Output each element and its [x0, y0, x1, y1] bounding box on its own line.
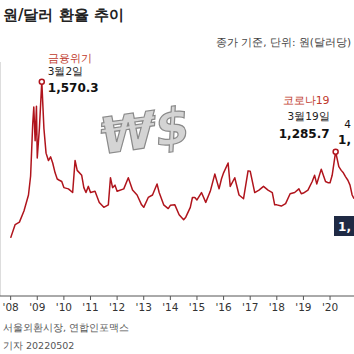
annotation-title: 코로나19: [283, 94, 330, 107]
x-tick: [170, 296, 171, 300]
plot-area: [11, 79, 354, 238]
edge-text: 1,: [338, 133, 351, 147]
subtitle: 종가 기준, 단위: 원(달러당): [216, 36, 351, 48]
annotation-date: 3월19일: [288, 110, 330, 122]
x-tick: [330, 296, 331, 300]
annotation-title: 금융위기: [48, 52, 92, 65]
x-tick: [117, 296, 118, 300]
rate-line: [11, 82, 354, 238]
x-tick: [303, 296, 304, 300]
annotation-date: 3월2일: [48, 65, 83, 77]
y-axis-line: [0, 62, 1, 296]
source: 서울외환시장, 연합인포맥스: [3, 322, 129, 333]
x-tick: [63, 296, 64, 300]
chart: 원/달러 환율 추이종가 기준, 단위: 원(달러당) ₩$ '08 '09 '10 '1…: [0, 0, 354, 354]
edge-text: 4: [344, 118, 351, 130]
credit: 기자 20220502: [3, 340, 74, 351]
annotation-value: 1,285.7: [279, 127, 330, 141]
x-tick-label: '15: [189, 301, 205, 313]
annotation-dot: [39, 79, 44, 84]
x-tick: [37, 296, 38, 300]
x-tick-label: '10: [56, 301, 72, 313]
x-axis-line: [0, 296, 354, 297]
x-tick-label: '08: [3, 301, 19, 313]
highlight-text: 1,: [338, 220, 351, 234]
x-tick: [223, 296, 224, 300]
x-tick: [250, 296, 251, 300]
x-tick-label: '12: [109, 301, 125, 313]
x-tick-label: '20: [322, 301, 338, 313]
x-tick-label: '19: [295, 301, 311, 313]
x-tick-label: '14: [162, 301, 179, 313]
currency-icon: ₩$: [97, 96, 194, 166]
highlight-box: [334, 216, 354, 236]
x-tick: [90, 296, 91, 300]
x-tick-label: '16: [215, 301, 232, 313]
x-tick-label: '11: [82, 301, 98, 313]
annotation-dot: [333, 149, 338, 154]
x-tick-label: '17: [242, 301, 258, 313]
title: 원/달러 환율 추이: [3, 6, 124, 24]
x-tick-label: '13: [136, 301, 152, 313]
x-tick-label: '09: [29, 301, 45, 313]
x-tick: [143, 296, 144, 300]
x-tick: [196, 296, 197, 300]
x-tick: [276, 296, 277, 300]
x-tick: [10, 296, 11, 300]
x-tick-label: '18: [269, 301, 285, 313]
annotation-value: 1,570.3: [48, 81, 99, 95]
